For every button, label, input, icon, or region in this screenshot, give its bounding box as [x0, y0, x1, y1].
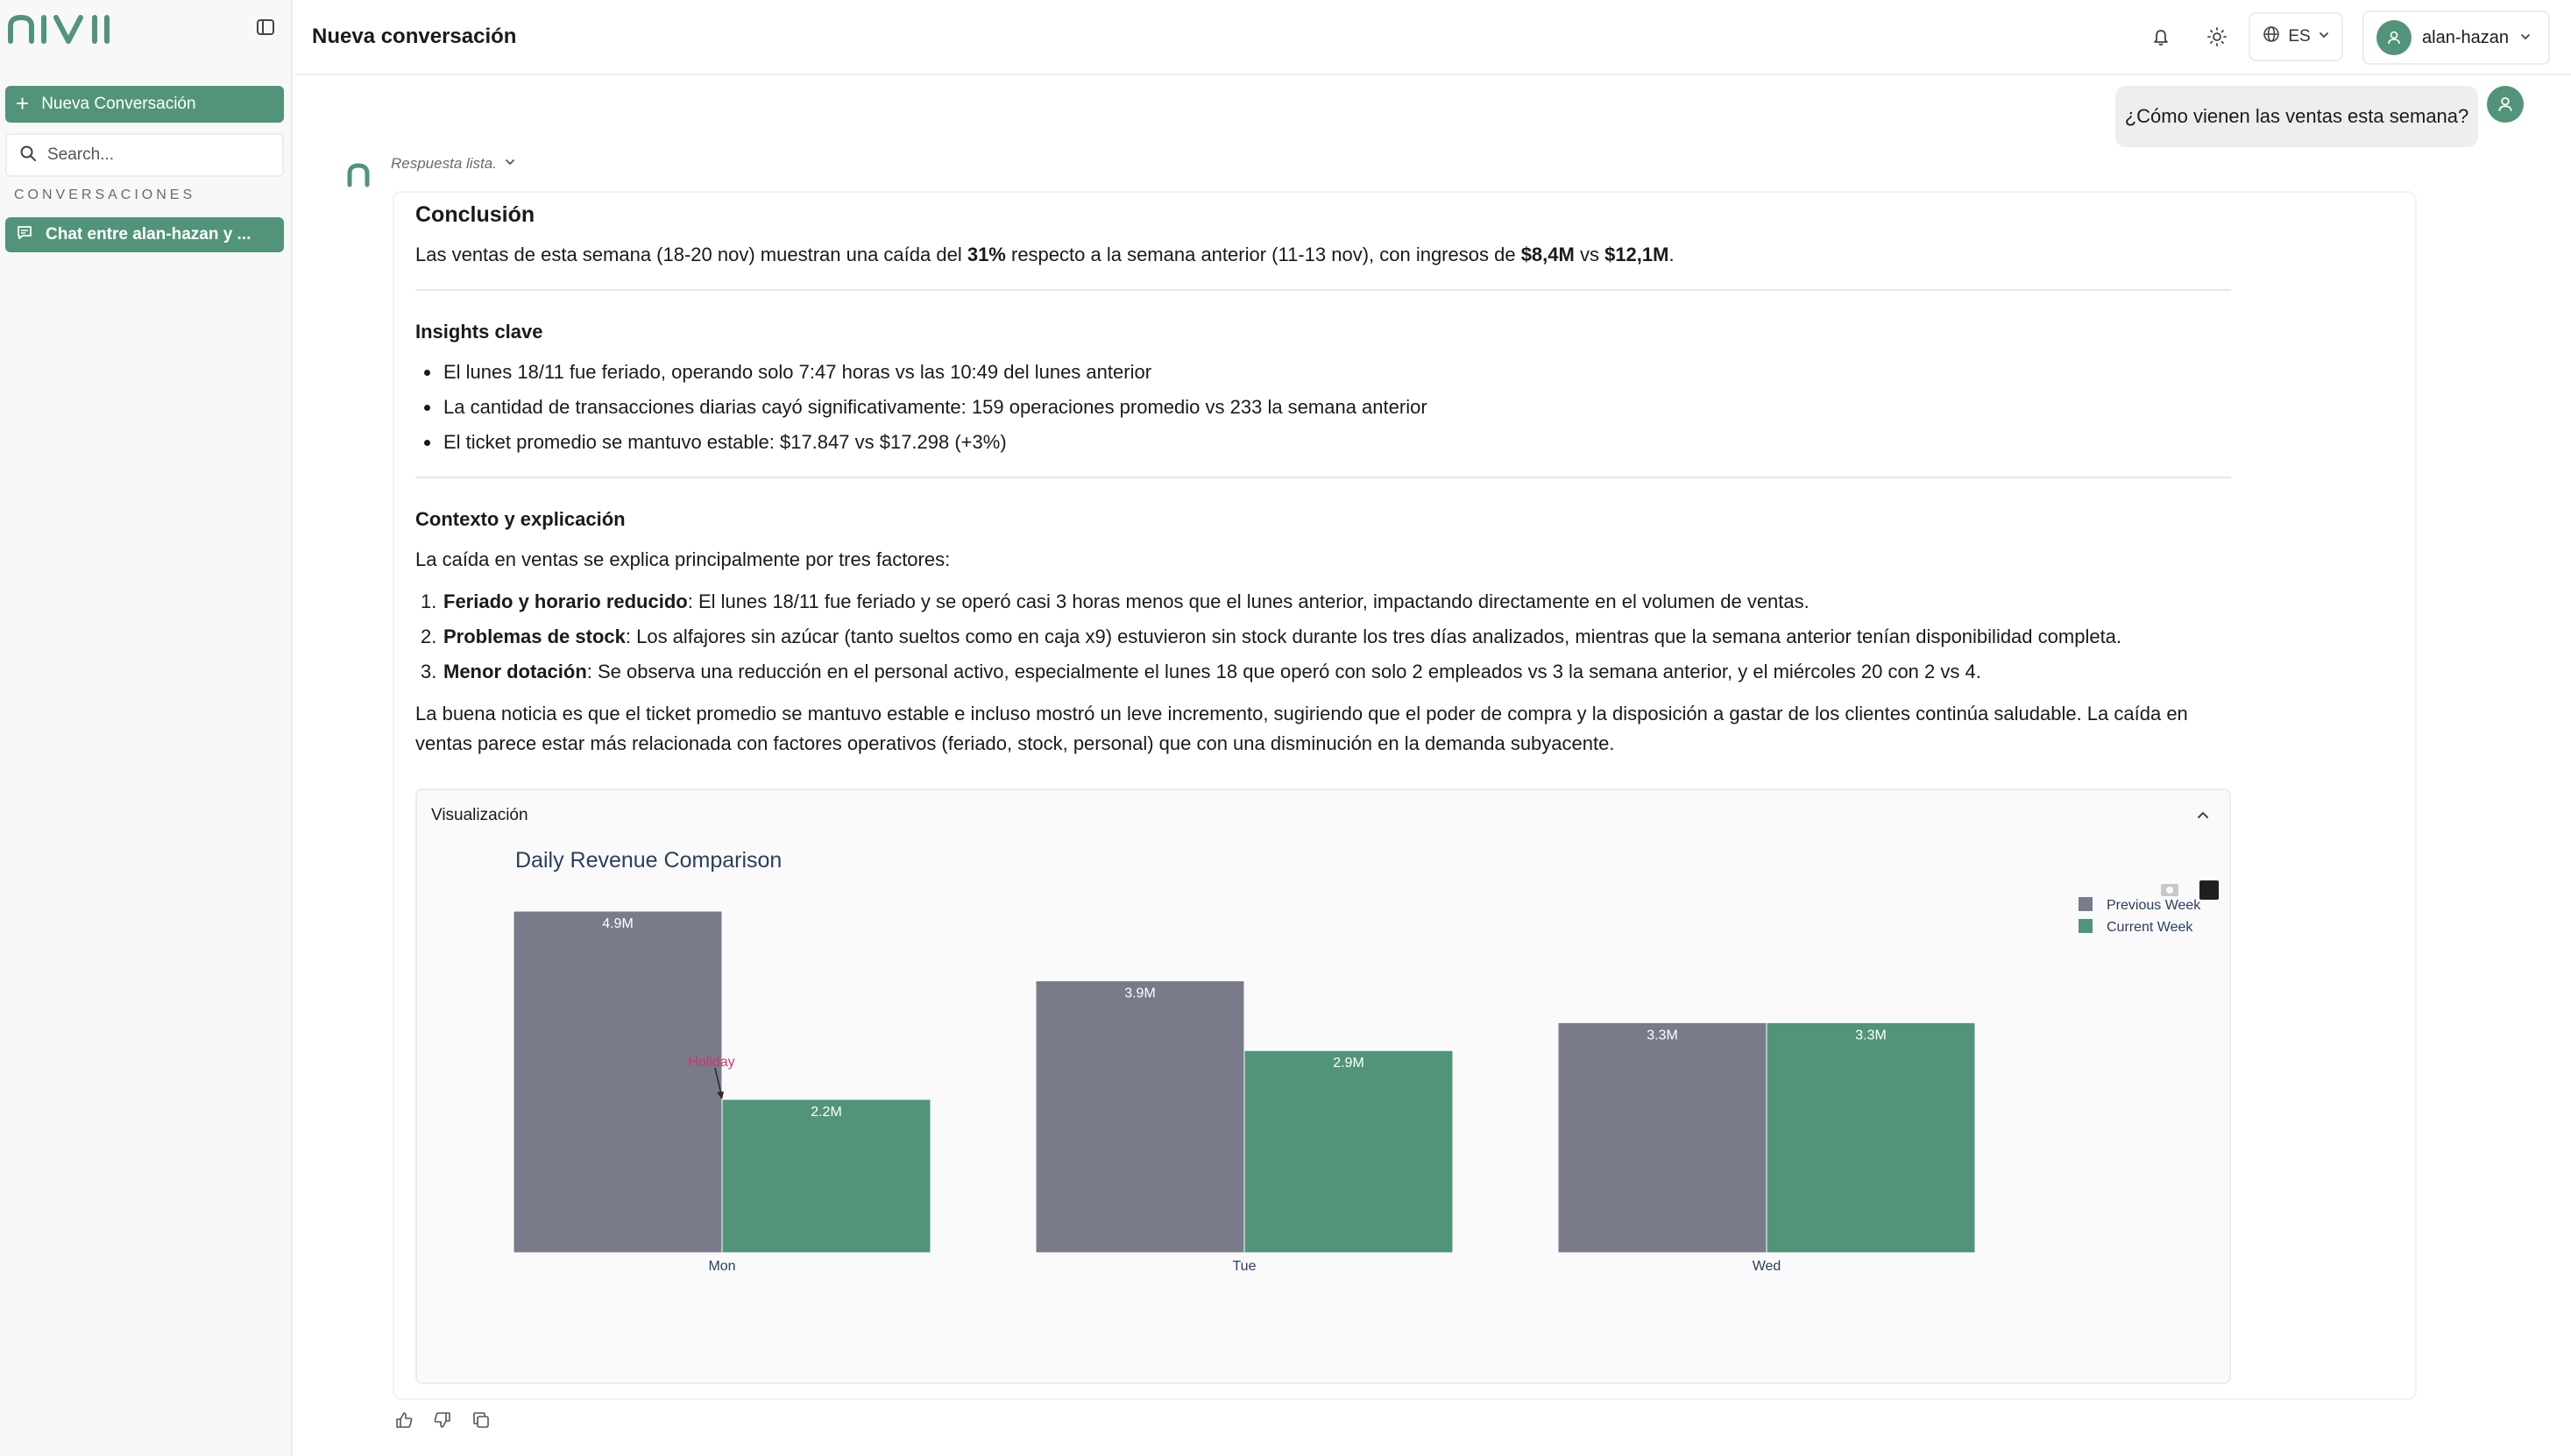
chevron-down-icon	[2519, 28, 2532, 48]
user-avatar	[2487, 86, 2524, 123]
context-heading: Contexto y explicación	[415, 508, 626, 530]
search-icon	[19, 145, 37, 166]
response-status-toggle[interactable]: Respuesta lista.	[391, 155, 516, 173]
legend-swatch	[2079, 897, 2093, 911]
x-tick-label: Tue	[1233, 1259, 1257, 1274]
search-input[interactable]	[47, 145, 258, 165]
list-item: 2. Problemas de stock: Los alfajores sin …	[421, 626, 2122, 647]
new-conversation-label: Nueva Conversación	[41, 95, 196, 113]
annotation-arrowhead	[717, 1091, 724, 1099]
bar-label: 2.2M	[811, 1105, 842, 1120]
legend-label: Previous Week	[2107, 898, 2201, 913]
divider	[415, 289, 2231, 291]
plus-icon: +	[16, 89, 30, 117]
chart-title: Daily Revenue Comparison	[515, 848, 782, 873]
conclusion-paragraph: Las ventas de esta semana (18-20 nov) mu…	[415, 244, 1675, 265]
plotly-logo-icon[interactable]	[2199, 880, 2219, 900]
legend-label: Current Week	[2107, 920, 2193, 935]
assistant-message-card	[393, 191, 2417, 1400]
bar	[1243, 1050, 1454, 1254]
visualization-panel: Visualización Daily Revenue Comparison 4.…	[415, 788, 2231, 1384]
bar-label: 3.9M	[1124, 986, 1156, 1001]
conversation-item[interactable]: Chat entre alan-hazan y ...	[5, 217, 284, 252]
conclusion-heading: Conclusión	[415, 202, 535, 227]
closing-paragraph: La buena noticia es que el ticket promed…	[415, 703, 2188, 754]
camera-icon[interactable]	[2161, 884, 2178, 896]
x-tick-label: Wed	[1753, 1259, 1781, 1274]
legend-swatch	[2079, 919, 2093, 933]
list-item: La cantidad de transacciones diarias cay…	[415, 392, 2231, 422]
page-title: Nueva conversación	[312, 25, 517, 48]
insights-list: El lunes 18/11 fue feriado, operando sol…	[415, 357, 2231, 457]
chevron-up-icon[interactable]	[2194, 806, 2213, 825]
bell-icon[interactable]	[2147, 23, 2175, 51]
copy-icon[interactable]	[470, 1409, 492, 1431]
insights-heading: Insights clave	[415, 321, 543, 343]
bar	[513, 910, 723, 1254]
list-item: El ticket promedio se mantuvo estable: $…	[415, 428, 2231, 457]
revenue-chart: Daily Revenue Comparison 4.9M 2.2M Mon 3.9M 2…	[513, 848, 2219, 1274]
language-code: ES	[2288, 27, 2311, 46]
conversations-section-label: CONVERSACIONES	[14, 187, 196, 202]
bar-label: 4.9M	[602, 916, 634, 931]
search-box	[5, 133, 284, 177]
bar-label: 3.3M	[1855, 1028, 1887, 1043]
thumbs-down-icon[interactable]	[431, 1409, 454, 1431]
language-selector[interactable]: ES	[2249, 12, 2343, 61]
avatar	[2376, 20, 2412, 55]
username: alan-hazan	[2422, 27, 2509, 47]
conversation-item-label: Chat entre alan-hazan y ...	[46, 225, 251, 244]
sidebar: + Nueva Conversación CONVERSACIONES Chat…	[0, 0, 293, 1456]
factors-list: 1. Feriado y horario reducido: El lunes 1…	[415, 587, 2231, 687]
annotation-label: Holiday	[688, 1055, 734, 1070]
chevron-down-icon	[504, 155, 516, 173]
new-conversation-button[interactable]: + Nueva Conversación	[5, 86, 284, 123]
bar	[1766, 1021, 1976, 1254]
bar	[1557, 1021, 1767, 1254]
thumbs-up-icon[interactable]	[393, 1409, 415, 1431]
nivii-logo[interactable]	[7, 14, 131, 48]
assistant-answer: Conclusión Las ventas de esta semana (18…	[415, 200, 2231, 771]
chat-bubble-icon	[16, 223, 33, 246]
list-item: 3. Menor dotación: Se observa una reducci…	[421, 661, 1981, 682]
response-status: Respuesta lista.	[391, 155, 497, 172]
bar-label: 3.3M	[1647, 1028, 1678, 1043]
user-message: ¿Cómo vienen las ventas esta semana?	[2115, 86, 2478, 147]
x-tick-label: Mon	[708, 1259, 735, 1274]
bar-label: 2.9M	[1333, 1056, 1364, 1071]
list-item: 1. Feriado y horario reducido: El lunes 1…	[421, 590, 1810, 612]
sidebar-toggle-icon[interactable]	[256, 18, 277, 39]
bar	[721, 1099, 931, 1254]
divider	[415, 477, 2231, 478]
list-item: El lunes 18/11 fue feriado, operando sol…	[415, 357, 2231, 387]
sun-icon[interactable]	[2203, 23, 2231, 51]
top-header: Nueva conversación ES alan-hazan	[294, 0, 2571, 75]
chevron-down-icon	[2318, 27, 2330, 46]
message-actions	[393, 1409, 492, 1431]
context-intro: La caída en ventas se explica principalm…	[415, 548, 951, 570]
bar	[1035, 980, 1245, 1254]
visualization-header[interactable]: Visualización	[417, 790, 2229, 841]
globe-icon	[2262, 25, 2281, 49]
visualization-label: Visualización	[431, 806, 528, 824]
assistant-logo-icon	[345, 161, 372, 192]
user-menu[interactable]: alan-hazan	[2362, 11, 2550, 65]
